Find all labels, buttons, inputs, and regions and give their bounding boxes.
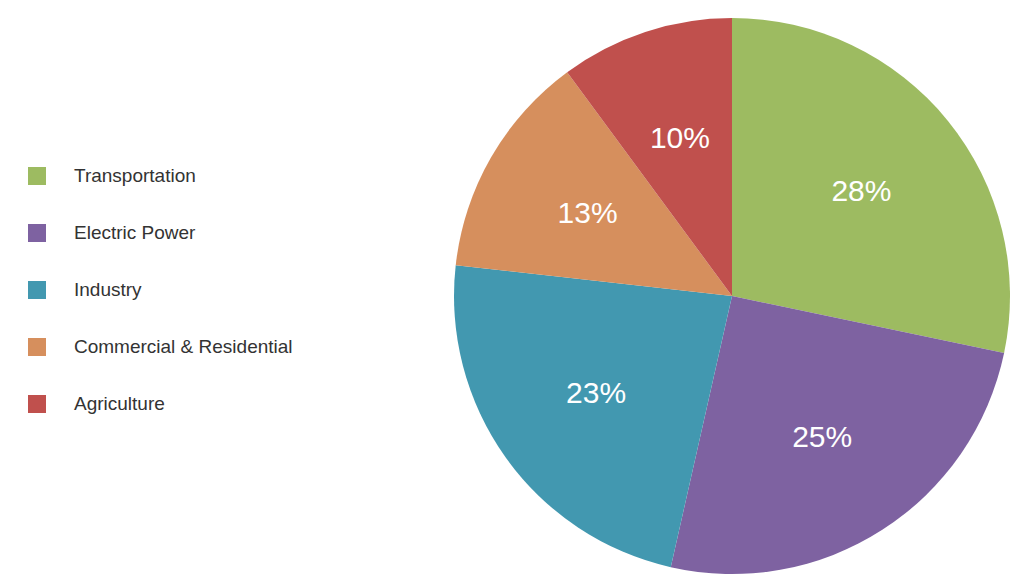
html-text:Agriculture: Agriculture (74, 393, 165, 414)
html-text:Industry: Industry (74, 279, 142, 300)
svg-text:13%: 13% (558, 196, 618, 229)
html-text:Commercial & Residential: Commercial & Residential (74, 336, 293, 357)
html-text:Electric Power: Electric Power (74, 222, 196, 243)
svg-text:23%: 23% (566, 376, 626, 409)
html-text:Transportation: Transportation (74, 165, 196, 186)
svg-text:25%: 25% (792, 420, 852, 453)
svg-text:28%: 28% (831, 174, 891, 207)
svg-text:10%: 10% (650, 121, 710, 154)
